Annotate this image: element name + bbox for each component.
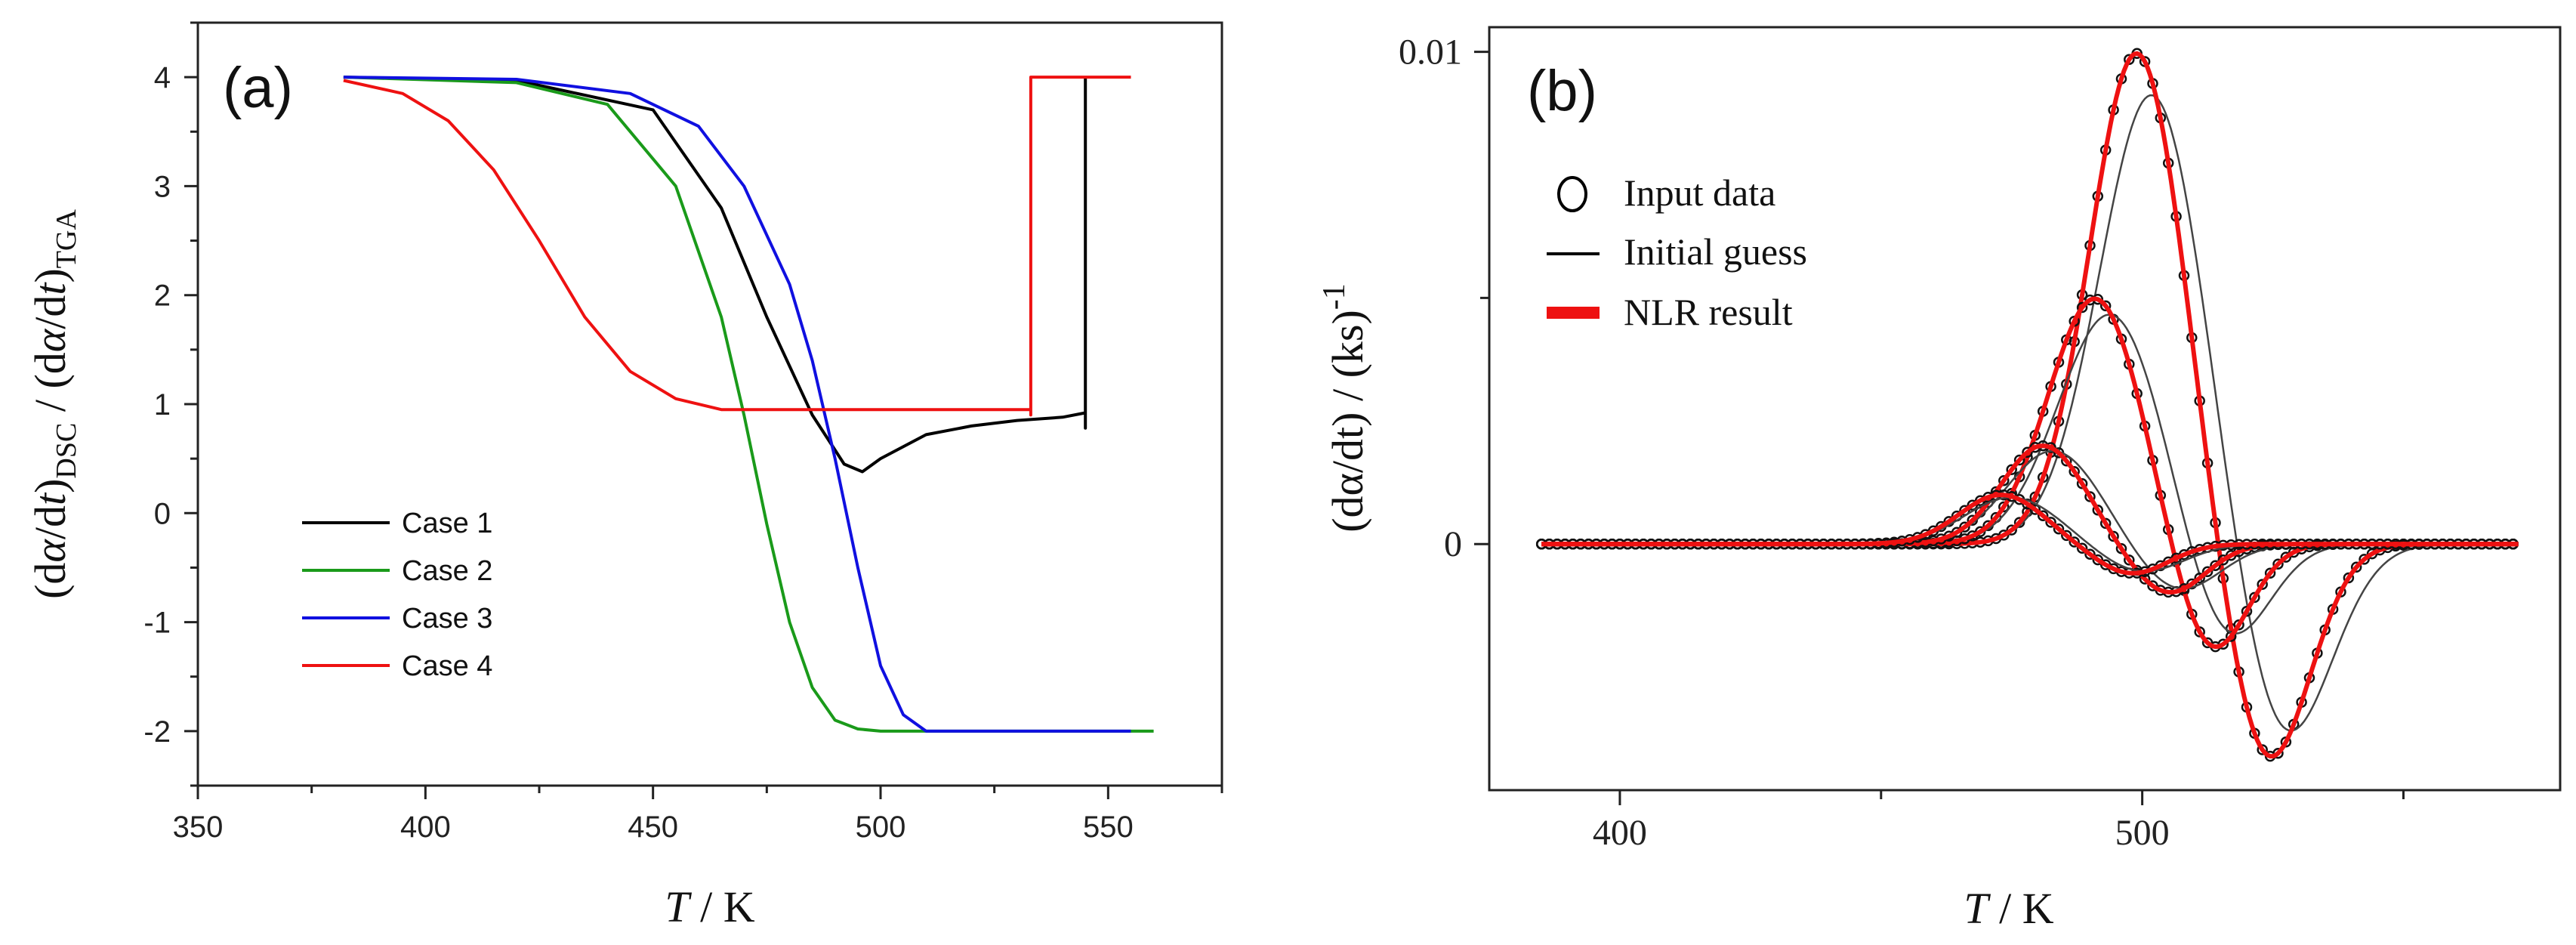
input-data-point bbox=[2350, 561, 2362, 573]
panel-b-y-tick-label: 0 bbox=[1444, 524, 1462, 564]
panel-b-x-tick-label: 500 bbox=[2115, 813, 2170, 853]
input-data-point bbox=[2084, 548, 2096, 560]
input-data-point bbox=[2280, 551, 2292, 563]
panel-b-y-axis-title: (dα/dt) / (ks)-1 bbox=[1317, 283, 1372, 533]
panel-a-y-tick-label: 3 bbox=[154, 170, 171, 203]
legend-label: Case 2 bbox=[402, 555, 492, 587]
input-data-point bbox=[2099, 300, 2112, 312]
panel-a-series bbox=[343, 76, 1154, 733]
panel-a-legend: Case 1 Case 2 Case 3 Case 4 bbox=[302, 508, 492, 682]
legend-label: Case 1 bbox=[402, 508, 492, 539]
input-data-point bbox=[1998, 474, 2010, 486]
panel-a-ticks: 350 400 450 500 550 -2 -1 0 1 2 3 4 bbox=[143, 21, 1223, 844]
initial-guess-curve-2 bbox=[1541, 313, 2519, 635]
input-data-point bbox=[2061, 530, 2072, 542]
input-data-point bbox=[2257, 579, 2268, 590]
panel-a-y-tick-label: 4 bbox=[154, 61, 171, 94]
input-data-point bbox=[2069, 536, 2080, 548]
input-data-point bbox=[2139, 573, 2151, 585]
input-data-point bbox=[2092, 554, 2104, 566]
input-data-point bbox=[2272, 558, 2284, 570]
nlr-result-curve-1 bbox=[1541, 51, 2519, 759]
input-data-series-2 bbox=[1535, 293, 2519, 653]
input-data-point bbox=[2076, 542, 2088, 554]
panel-a-x-tick-label: 400 bbox=[400, 811, 451, 844]
input-data-point bbox=[2076, 301, 2088, 313]
panel-a-y-tick-label: -2 bbox=[143, 715, 171, 749]
input-data-point bbox=[1967, 499, 1979, 511]
nlr-result-curve-3 bbox=[1541, 443, 2519, 595]
input-data-point bbox=[2272, 747, 2284, 759]
panel-a-x-axis-title: T / K bbox=[665, 882, 754, 931]
input-data-point bbox=[2217, 554, 2229, 566]
panel-a-y-tick-label: 2 bbox=[154, 279, 171, 313]
input-data-point bbox=[2006, 464, 2017, 476]
panel-b-x-tick-label: 400 bbox=[1593, 813, 1647, 853]
series-case-4 bbox=[343, 76, 1131, 417]
input-data-point bbox=[2037, 510, 2049, 521]
nlr-result-curve-4 bbox=[1541, 493, 2519, 576]
panel-b-ticks: 400 500 0 0.01 bbox=[1399, 32, 2405, 853]
input-data-point bbox=[2029, 504, 2041, 515]
input-data-point bbox=[2022, 446, 2033, 459]
panel-a-y-tick-label: 0 bbox=[154, 497, 171, 530]
panel-a-y-tick-label: 1 bbox=[154, 388, 171, 422]
input-data-point bbox=[2343, 572, 2355, 584]
input-data-point bbox=[1998, 501, 2010, 513]
panel-a-plot-frame bbox=[196, 21, 1223, 787]
input-data-series-1 bbox=[1535, 48, 2519, 762]
panel-a-x-tick-label: 350 bbox=[173, 811, 224, 844]
input-data-point bbox=[2264, 567, 2276, 579]
input-data-point bbox=[2115, 542, 2127, 554]
panel-a-x-tick-label: 500 bbox=[856, 811, 906, 844]
legend-label: Case 3 bbox=[402, 603, 492, 635]
panel-a-label: (a) bbox=[223, 56, 293, 120]
input-data-point bbox=[2359, 554, 2370, 565]
input-data-point bbox=[2053, 523, 2065, 535]
input-data-point bbox=[2210, 560, 2221, 571]
panel-a-x-tick-label: 550 bbox=[1083, 811, 1134, 844]
panel-a-y-tick-label: -1 bbox=[143, 607, 171, 640]
panel-b-x-axis-title: T / K bbox=[1964, 884, 2053, 933]
panel-b-y-tick-label: 0.01 bbox=[1399, 32, 1462, 73]
input-data-point bbox=[2147, 580, 2158, 591]
series-case-1 bbox=[343, 76, 1087, 474]
panel-b-series bbox=[1535, 48, 2519, 762]
input-data-point bbox=[2013, 454, 2025, 466]
input-data-point bbox=[2006, 524, 2017, 536]
input-data-point bbox=[2186, 578, 2198, 590]
input-data-point bbox=[1959, 521, 1970, 533]
panel-b-label: (b) bbox=[1527, 59, 1597, 123]
legend-label: NLR result bbox=[1624, 291, 1793, 333]
series-case-2 bbox=[343, 76, 1154, 733]
input-data-point bbox=[2124, 554, 2135, 566]
legend-label: Case 4 bbox=[402, 650, 492, 682]
legend-circle-marker bbox=[1557, 176, 1587, 212]
panel-b-legend: Input data Initial guess NLR result bbox=[1547, 171, 1807, 333]
legend-label: Initial guess bbox=[1624, 230, 1807, 273]
input-data-point bbox=[2045, 517, 2056, 528]
panel-b-plot-frame bbox=[1488, 26, 2562, 792]
input-data-point bbox=[2108, 530, 2119, 542]
panel-a-y-axis-title: (dα/dt)DSC / (dα/dt)TGA bbox=[26, 209, 82, 599]
input-data-point bbox=[2257, 744, 2268, 755]
input-data-point bbox=[2061, 456, 2072, 467]
input-data-point bbox=[2069, 465, 2080, 477]
input-data-point bbox=[2233, 619, 2244, 631]
input-data-point bbox=[2076, 478, 2088, 489]
panel-b-chart: 400 500 0 0.01 (b) Input data Initial guess N… bbox=[1317, 26, 2562, 933]
panel-a-x-tick-label: 450 bbox=[628, 811, 678, 844]
input-data-point bbox=[2201, 566, 2214, 578]
input-data-point bbox=[2194, 572, 2205, 584]
legend-label: Input data bbox=[1624, 171, 1775, 214]
